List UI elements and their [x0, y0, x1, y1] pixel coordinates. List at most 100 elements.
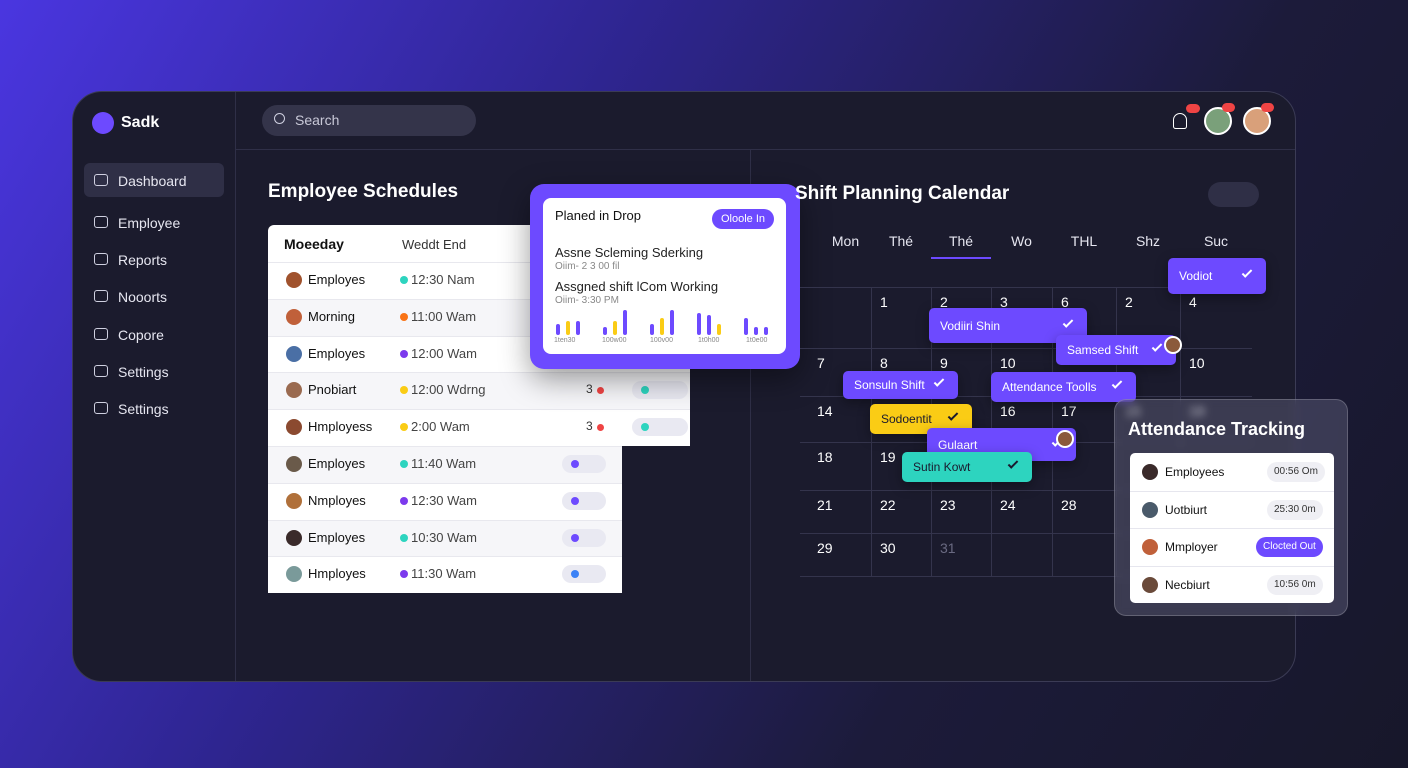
day-number: 16 [1000, 403, 1016, 419]
chart-bar [744, 318, 748, 335]
employee-name: Hmployess [308, 419, 373, 435]
topbar-divider [236, 149, 1295, 150]
chart-bar [556, 323, 560, 335]
shift-time: 12:30 Nam [411, 272, 475, 287]
day-number: 31 [940, 540, 956, 556]
shift-chip[interactable]: Samsed Shift [1056, 335, 1176, 365]
employee-name: Nmployes [308, 492, 366, 508]
chart-bar [613, 321, 617, 335]
table-row [268, 372, 690, 410]
status-pill[interactable]: 25:30 0m [1267, 499, 1323, 520]
day-number: 30 [880, 540, 896, 556]
brand: Sadk [121, 114, 160, 131]
employee-name: Mmployer [1165, 540, 1218, 554]
sidebar-divider [235, 92, 236, 681]
section-title: Employee Schedules [268, 181, 459, 202]
avatar[interactable] [1243, 107, 1271, 135]
nav-item[interactable]: Dashboard [118, 173, 187, 189]
grid-line [800, 533, 1252, 534]
employee-name: Necbiurt [1165, 577, 1210, 592]
badge [1186, 104, 1200, 113]
chart-label: 100v00 [650, 337, 673, 344]
shift-chip[interactable]: Sonsuln Shift [843, 371, 958, 399]
day-number: 2 [1125, 294, 1133, 310]
avatar [1142, 539, 1158, 555]
nav-icon [94, 174, 108, 186]
grid-line [800, 348, 1252, 349]
status-dot [400, 386, 408, 395]
chip-label: Samsed Shift [1067, 343, 1139, 357]
chart-label: 1ten30 [554, 337, 576, 344]
alert-dot [597, 424, 604, 432]
day-number: 8 [880, 355, 888, 371]
status-dot [400, 496, 408, 505]
day-header: Thé [948, 233, 974, 249]
status-pill[interactable] [632, 381, 688, 400]
shift-time: 2:00 Wam [411, 419, 470, 435]
status-pill[interactable] [562, 491, 606, 510]
nav-icon [94, 290, 108, 302]
pill-dot [571, 496, 579, 505]
shift-chip[interactable]: Attendance Toolls [991, 372, 1136, 402]
chip-check [1007, 458, 1019, 469]
avatar [286, 345, 302, 362]
day-header: Wo [1011, 233, 1032, 249]
employee-name: Hmployes [308, 566, 366, 582]
avatar [1142, 576, 1158, 593]
nav-item[interactable]: Settings [118, 401, 169, 417]
chip-label: Vodiiri Shin [940, 318, 1001, 333]
chip-check [947, 410, 959, 421]
pill-dot [641, 386, 649, 395]
day-number: 21 [817, 497, 833, 513]
shift-chip[interactable]: Vodiot [1168, 258, 1266, 294]
count: 3 [586, 419, 593, 434]
popup-card: Planed in Drop Oloole In Assne Scleming Sd… [543, 198, 786, 354]
nav-item[interactable]: Employee [118, 215, 181, 231]
chart-bar [764, 326, 768, 335]
chart-label: 1t0h00 [698, 337, 720, 344]
popup: Planed in Drop Oloole In Assne Scleming Sd… [530, 184, 800, 369]
status-pill[interactable] [562, 528, 606, 547]
avatar [286, 308, 302, 325]
chip-check [933, 376, 945, 387]
status-dot [400, 423, 408, 432]
popup-button[interactable]: Oloole In [712, 209, 774, 229]
employee-name: Employes [308, 456, 366, 471]
day-header: Mon [831, 233, 860, 249]
day-number: 10 [1189, 355, 1205, 371]
shift-time: 12:30 Wam [411, 492, 477, 508]
day-number: 6 [1061, 294, 1069, 310]
nav-item[interactable]: Reports [118, 252, 168, 268]
nav-item[interactable]: Settings [118, 364, 169, 380]
status-pill[interactable]: 10:56 0m [1267, 574, 1323, 595]
day-number: 19 [880, 449, 896, 465]
avatar [286, 566, 302, 583]
view-control[interactable] [1208, 182, 1259, 207]
status-dot [400, 276, 408, 284]
user-icon[interactable] [1173, 113, 1187, 129]
grid-line [800, 287, 1252, 288]
avatar [286, 382, 302, 399]
panel-title: Attendance Tracking [1128, 419, 1306, 439]
status-pill[interactable] [562, 455, 606, 473]
chart-bar [623, 309, 627, 335]
nav-item[interactable]: Copore [118, 327, 164, 343]
nav-item[interactable]: Nooorts [118, 289, 168, 305]
status-pill[interactable]: Clocted Out [1256, 537, 1323, 557]
chip-check [1151, 341, 1163, 352]
nav-icon [94, 216, 108, 228]
search-placeholder: Search [295, 112, 340, 128]
status-pill[interactable] [632, 418, 688, 437]
day-number: 18 [817, 449, 833, 465]
status-pill[interactable] [562, 565, 606, 584]
shift-chip[interactable]: Sutin Kowt [902, 452, 1032, 482]
avatar [1142, 464, 1158, 480]
attendance-card: Employees 00:56 Om Uotbiurt 25:30 0m Mmploye… [1130, 453, 1334, 603]
avatar [286, 492, 302, 509]
chip-check [1111, 378, 1123, 389]
chip-label: Vodiot [1179, 269, 1213, 283]
status-pill[interactable]: 00:56 Om [1267, 462, 1325, 482]
search-box[interactable]: Search [262, 105, 476, 136]
day-header: THL [1070, 233, 1098, 249]
